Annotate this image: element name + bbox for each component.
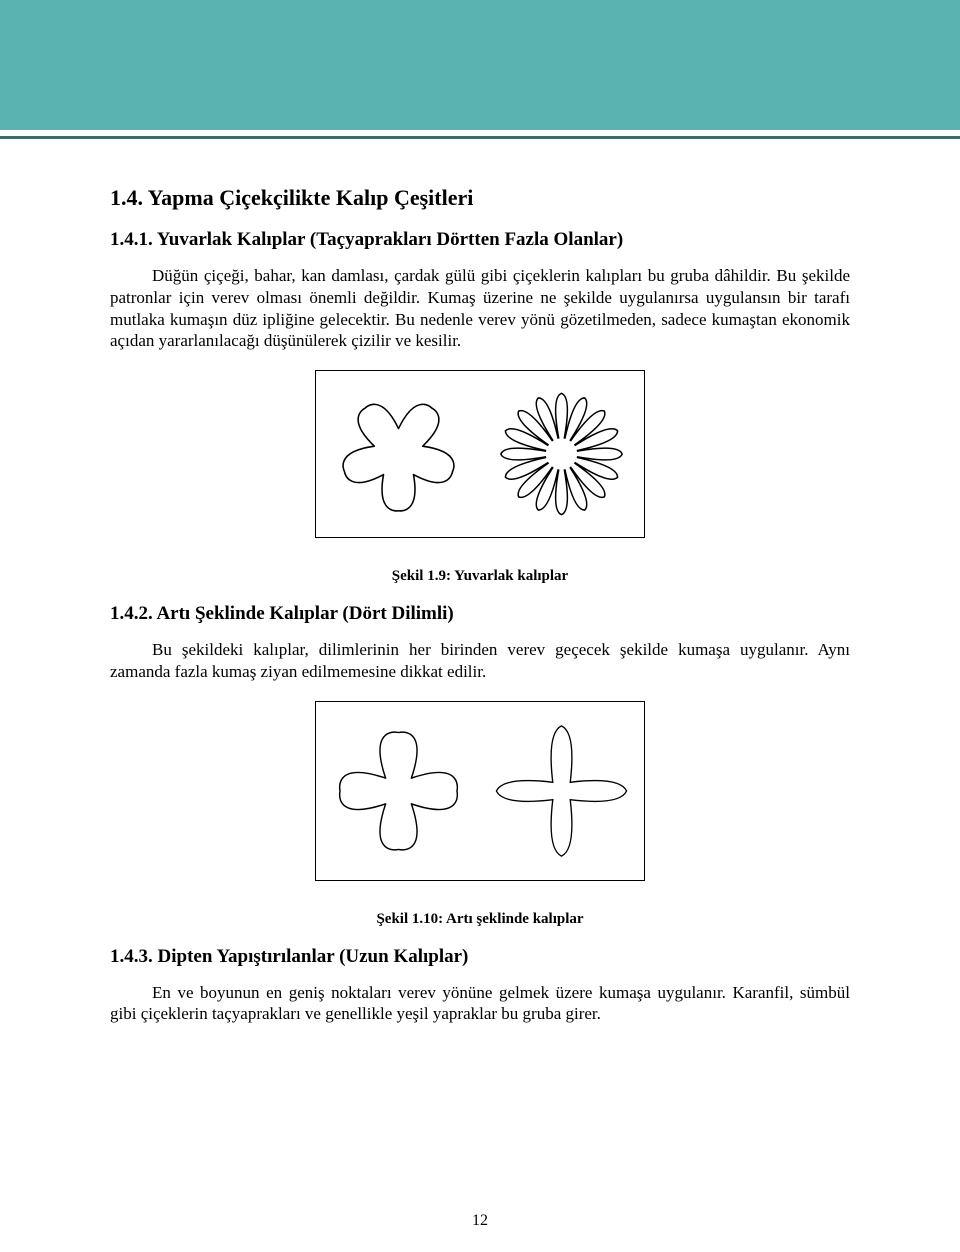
heading-1-4: 1.4. Yapma Çiçekçilikte Kalıp Çeşitleri <box>110 185 850 211</box>
caption-1-10: Şekil 1.10: Artı şeklinde kalıplar <box>110 911 850 928</box>
heading-1-4-3: 1.4.3. Dipten Yapıştırılanlar (Uzun Kalı… <box>110 946 850 968</box>
clover-narrow-icon <box>493 716 630 866</box>
top-banner <box>0 0 960 130</box>
page-content: 1.4. Yapma Çiçekçilikte Kalıp Çeşitleri … <box>0 139 960 1025</box>
figure-1-10-box <box>315 701 645 881</box>
clover-round-icon <box>330 716 467 866</box>
daisy-flower-icon <box>493 384 630 524</box>
caption-1-9: Şekil 1.9: Yuvarlak kalıplar <box>110 568 850 585</box>
figure-1-9 <box>110 370 850 538</box>
paragraph-1-4-1: Düğün çiçeği, bahar, kan damlası, çardak… <box>110 265 850 352</box>
five-petal-flower-icon <box>330 384 467 524</box>
heading-1-4-2: 1.4.2. Artı Şeklinde Kalıplar (Dört Dili… <box>110 603 850 625</box>
figure-1-10 <box>110 701 850 881</box>
heading-1-4-1: 1.4.1. Yuvarlak Kalıplar (Taçyaprakları … <box>110 229 850 251</box>
paragraph-1-4-3: En ve boyunun en geniş noktaları verev y… <box>110 982 850 1026</box>
figure-1-9-box <box>315 370 645 538</box>
paragraph-1-4-2: Bu şekildeki kalıplar, dilimlerinin her … <box>110 639 850 683</box>
page-number: 12 <box>0 1212 960 1230</box>
